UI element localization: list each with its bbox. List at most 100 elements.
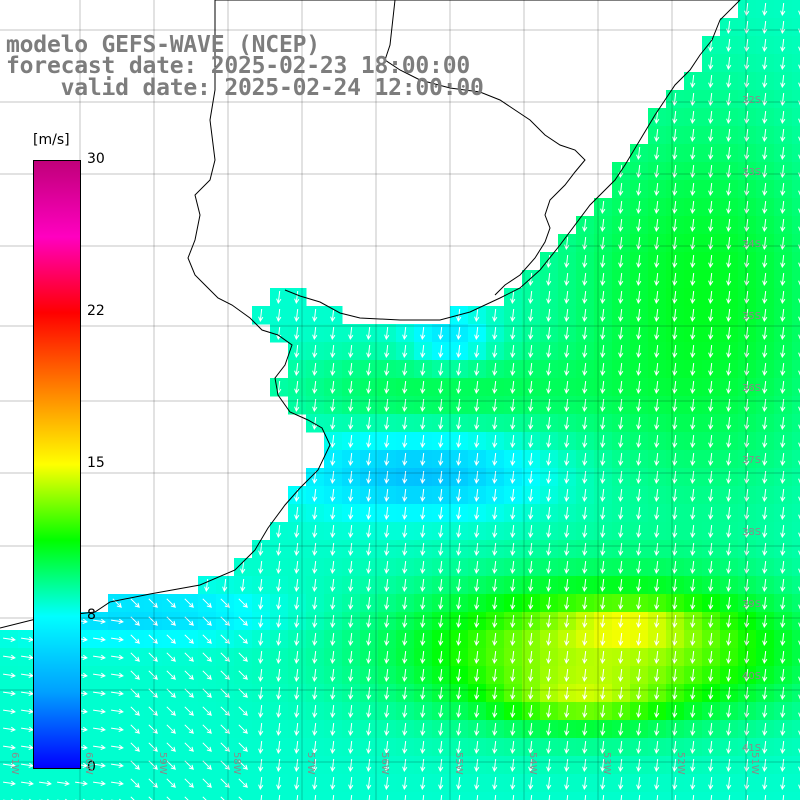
wind-arrow [294, 632, 300, 647]
wind-arrow [618, 596, 624, 611]
wind-arrow [636, 722, 642, 737]
wind-arrow [708, 236, 714, 251]
wind-arrow [762, 182, 768, 197]
wind-arrow [564, 776, 570, 791]
wind-arrow [690, 398, 696, 413]
wind-arrow [636, 758, 642, 773]
wind-arrow [690, 740, 696, 755]
wind-arrow [618, 704, 624, 719]
wind-arrow [672, 686, 678, 701]
wind-arrow [672, 758, 678, 773]
wind-arrow [672, 308, 678, 323]
wind-arrow [348, 686, 354, 701]
wind-arrow [780, 74, 786, 89]
wind-arrow [546, 488, 552, 503]
wind-arrow [672, 254, 678, 269]
wind-arrow [744, 722, 750, 737]
wind-arrow [366, 686, 372, 701]
wind-arrow [402, 326, 408, 341]
argentina-coastline [0, 0, 331, 629]
speed-cell [0, 792, 19, 800]
wind-arrow [582, 326, 588, 341]
wind-arrow [726, 542, 732, 557]
wind-arrow [184, 670, 194, 680]
wind-arrow [420, 362, 426, 377]
wind-arrow [690, 182, 696, 197]
wind-arrow [726, 452, 732, 467]
wind-arrow [726, 272, 732, 287]
wind-arrow [294, 758, 300, 773]
wind-arrow [672, 344, 678, 359]
wind-arrow [474, 776, 480, 791]
wind-arrow [510, 686, 516, 701]
wind-arrow [220, 652, 230, 662]
wind-arrow [420, 434, 426, 449]
wind-arrow [546, 380, 552, 395]
wind-arrow [636, 164, 642, 179]
wind-arrow [440, 794, 443, 800]
wind-arrow [492, 308, 498, 323]
wind-arrow [312, 308, 318, 323]
wind-arrow [726, 20, 732, 35]
wind-arrow [546, 326, 552, 341]
wind-arrow [474, 524, 480, 539]
wind-arrow [726, 290, 732, 305]
wind-arrow [636, 434, 642, 449]
wind-arrow [564, 542, 570, 557]
wind-arrow [528, 380, 534, 395]
wind-arrow [564, 290, 570, 305]
wind-arrow [456, 632, 462, 647]
wind-arrow [420, 542, 426, 557]
coastline [0, 0, 741, 629]
wind-arrow [220, 724, 230, 734]
wind-arrow [166, 688, 176, 698]
wind-arrow [600, 290, 606, 305]
wind-arrow [744, 470, 750, 485]
wind-arrow [474, 560, 480, 575]
wind-arrow [166, 616, 176, 626]
wind-arrow [546, 524, 552, 539]
wind-arrow [258, 650, 264, 665]
longitude-label: 52W [675, 752, 686, 775]
wind-arrow [744, 560, 750, 575]
wind-arrow [762, 74, 768, 89]
wind-arrow [366, 398, 372, 413]
wind-arrow [726, 578, 732, 593]
wind-arrow [402, 776, 408, 791]
wind-arrow [762, 272, 768, 287]
wind-arrow [618, 776, 624, 791]
wind-arrow [528, 632, 534, 647]
wind-arrow [202, 670, 212, 680]
wind-arrow [654, 344, 660, 359]
wind-arrow [494, 794, 497, 800]
wind-arrow [238, 634, 248, 644]
wind-arrow [348, 704, 354, 719]
wind-arrow [402, 668, 408, 683]
longitude-label: 58W [231, 752, 242, 775]
wind-arrow [726, 164, 732, 179]
wind-arrow [258, 668, 264, 683]
wind-arrow [798, 226, 800, 232]
wind-arrow [672, 416, 678, 431]
wind-arrow [166, 652, 176, 662]
wind-arrow [744, 74, 750, 89]
wind-arrow [166, 598, 176, 608]
wind-arrow [438, 326, 444, 341]
speed-cell [792, 216, 800, 235]
wind-arrow [456, 614, 462, 629]
wind-arrow [21, 672, 34, 678]
wind-arrow [312, 362, 318, 377]
wind-arrow [708, 398, 714, 413]
wind-arrow [744, 452, 750, 467]
wind-arrow [312, 722, 318, 737]
wind-arrow [492, 704, 498, 719]
wind-arrow [690, 650, 696, 665]
wind-arrow [420, 704, 426, 719]
wind-arrow [546, 776, 552, 791]
wind-arrow [510, 398, 516, 413]
wind-arrow [492, 398, 498, 413]
wind-arrow [258, 704, 264, 719]
wind-arrow [510, 614, 516, 629]
wind-arrow [348, 776, 354, 791]
wind-arrow [780, 560, 786, 575]
